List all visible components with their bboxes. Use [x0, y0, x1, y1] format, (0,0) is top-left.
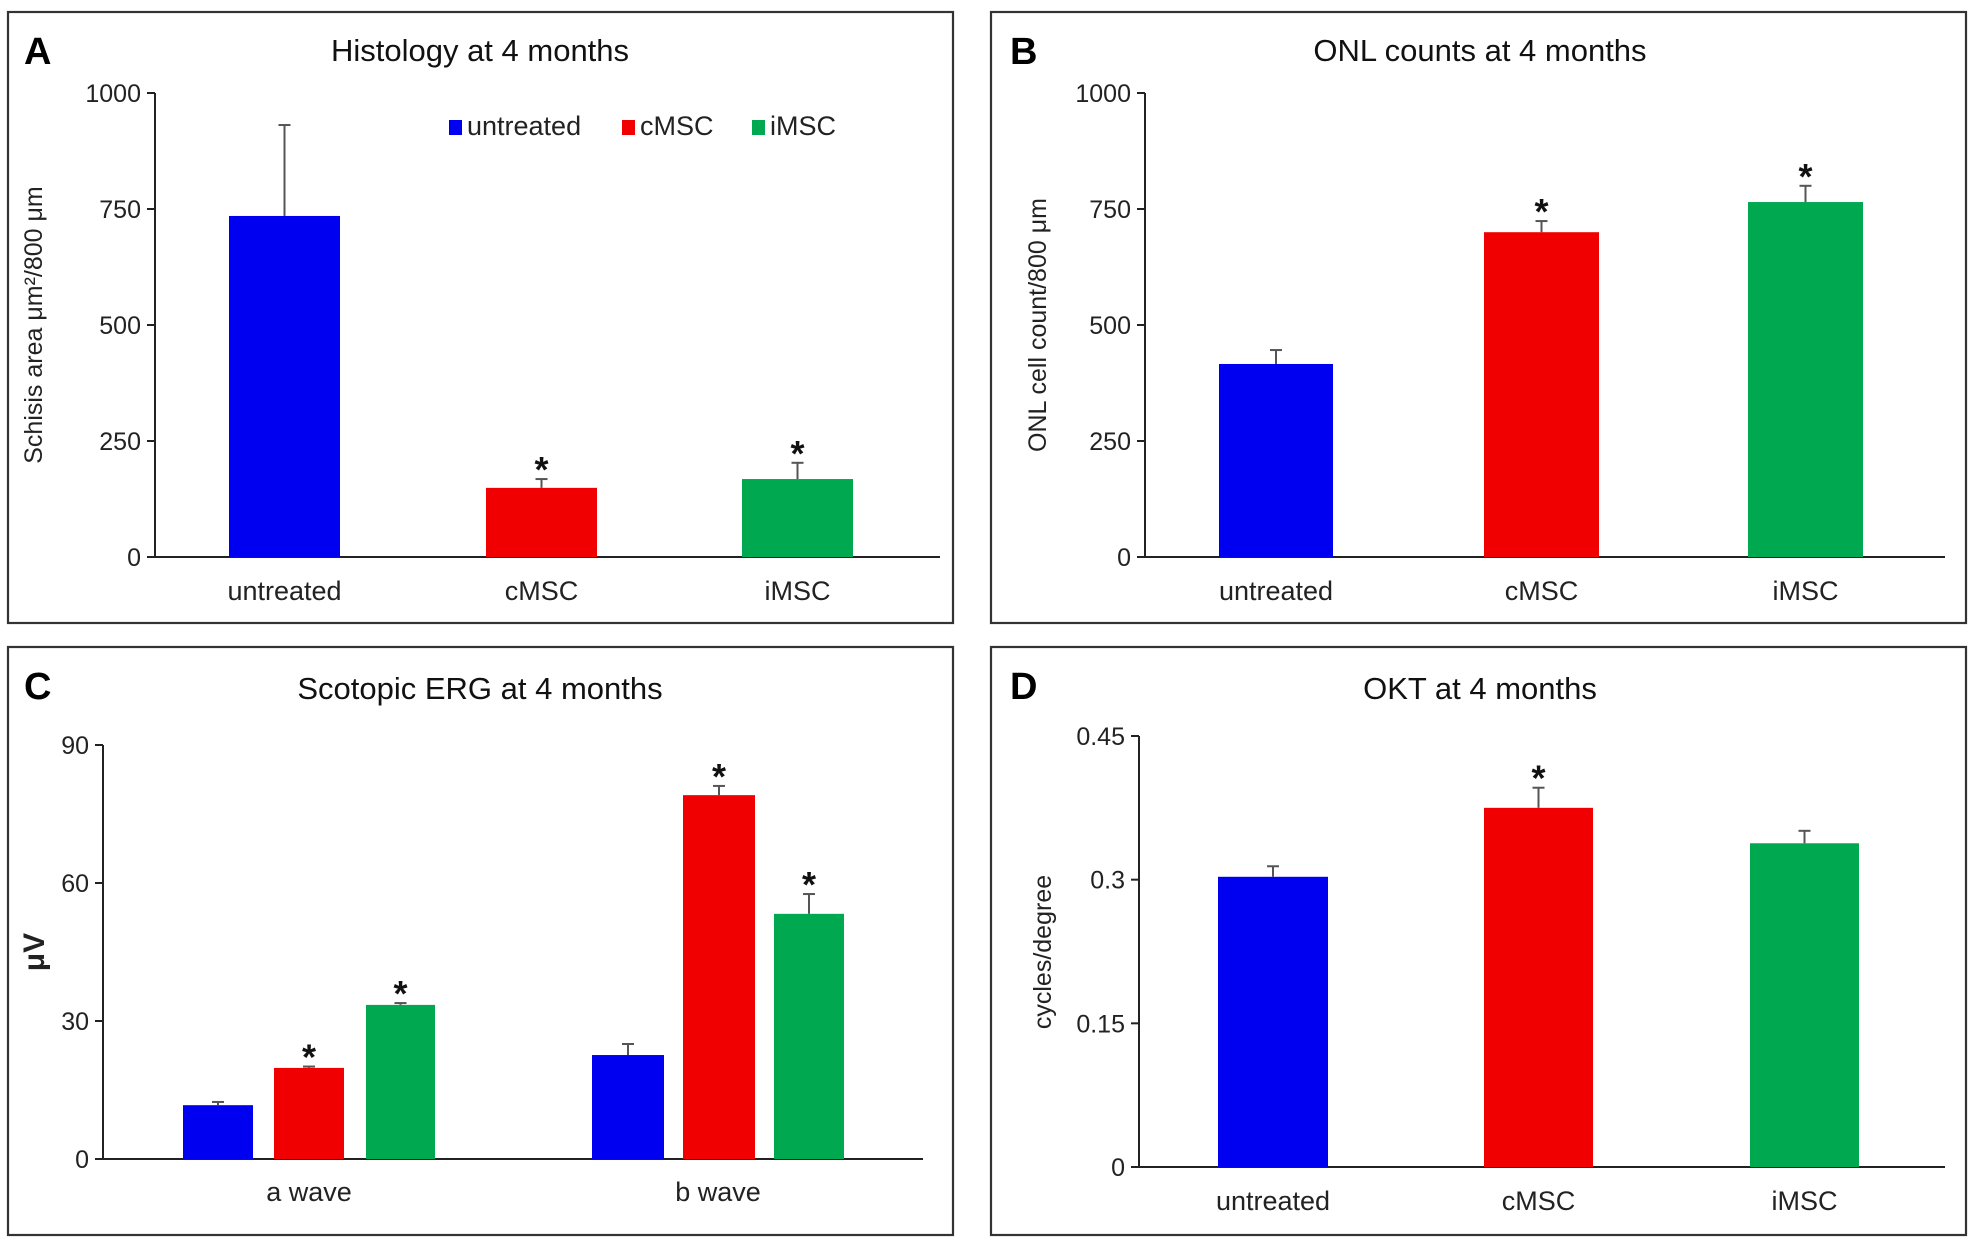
- panel-c-border: [6, 645, 955, 1237]
- significance-star-0-1: *: [302, 1037, 316, 1078]
- significance-star-1: *: [1534, 191, 1548, 232]
- panel-c-plot: 0 30 60 90 μV * * a wave * * b wave: [18, 732, 923, 1207]
- panel-a-legend: untreated cMSC iMSC: [449, 111, 836, 141]
- bar-2: [1748, 202, 1863, 558]
- x-tick-label: iMSC: [1773, 576, 1839, 606]
- x-tick-label: iMSC: [765, 576, 831, 606]
- panel-a-border: [6, 10, 955, 625]
- panel-d-border: [989, 645, 1968, 1237]
- y-tick-label: 90: [61, 732, 89, 760]
- x-tick-label: cMSC: [1505, 576, 1579, 606]
- y-tick-label: 0: [1117, 544, 1131, 572]
- x-tick-label: b wave: [675, 1177, 761, 1207]
- y-tick-label: 1000: [1075, 80, 1131, 108]
- panel-c-letter: C: [24, 666, 51, 708]
- significance-star-2: *: [1798, 156, 1812, 197]
- y-axis-label: Schisis area μm²/800 μm: [20, 186, 48, 464]
- panel-d-letter: D: [1010, 666, 1037, 708]
- y-tick-label: 0: [127, 544, 141, 572]
- bar-0: [1219, 363, 1333, 557]
- y-tick-label: 750: [99, 196, 141, 224]
- x-tick-label: untreated: [227, 576, 341, 606]
- panel-a-letter: A: [24, 31, 51, 73]
- y-tick-label: 1000: [85, 80, 141, 108]
- panel-a: A Histology at 4 months 0 250 500 750 1000 Sc…: [6, 10, 955, 625]
- bar-2: [1750, 843, 1859, 1167]
- bar-1-2: [774, 913, 844, 1159]
- legend-swatch-imsc: [752, 120, 765, 135]
- panel-b-border: [989, 10, 1968, 625]
- y-tick-label: 0.45: [1076, 723, 1125, 751]
- y-tick-label: 750: [1089, 196, 1131, 224]
- y-tick-label: 0: [75, 1146, 89, 1174]
- bar-0-0: [183, 1105, 253, 1159]
- bar-2: [742, 479, 853, 557]
- y-tick-label: 60: [61, 870, 89, 898]
- bar-1: [1484, 232, 1599, 557]
- y-axis-label: cycles/degree: [1029, 875, 1057, 1029]
- panel-b: B ONL counts at 4 months 0 250 500 750 1000 O…: [989, 10, 1968, 625]
- panel-b-letter: B: [1010, 31, 1037, 73]
- y-tick-label: 30: [61, 1008, 89, 1036]
- y-tick-label: 500: [99, 312, 141, 340]
- panel-b-title: ONL counts at 4 months: [1313, 33, 1646, 68]
- bar-0-1: [274, 1067, 344, 1159]
- y-axis-label: ONL cell count/800 μm: [1024, 198, 1052, 452]
- x-tick-label: cMSC: [505, 576, 579, 606]
- panel-c: C Scotopic ERG at 4 months 0 30 60 90 μV * * a …: [6, 645, 955, 1237]
- significance-star-1-1: *: [712, 756, 726, 797]
- x-tick-label: iMSC: [1772, 1186, 1838, 1216]
- significance-star-1: *: [534, 449, 548, 490]
- bar-1: [486, 487, 597, 557]
- y-tick-label: 0.15: [1076, 1010, 1125, 1038]
- x-tick-label: untreated: [1219, 576, 1333, 606]
- bar-1: [1484, 807, 1593, 1167]
- significance-star-1-2: *: [802, 864, 816, 905]
- bar-1-1: [683, 795, 755, 1159]
- x-tick-label: a wave: [266, 1177, 352, 1207]
- y-axis-label: μV: [18, 933, 51, 971]
- panel-d-plot: 0 0.15 0.3 0.45 cycles/degree untreated * cMSC i…: [1029, 723, 1945, 1216]
- panel-d-title: OKT at 4 months: [1363, 671, 1597, 706]
- panel-b-plot: 0 250 500 750 1000 ONL cell count/800 μm untre…: [1024, 80, 1945, 606]
- legend-label-cmsc: cMSC: [640, 111, 714, 141]
- y-tick-label: 250: [1089, 428, 1131, 456]
- bar-0: [1218, 876, 1328, 1167]
- bar-0: [229, 215, 340, 557]
- y-tick-label: 500: [1089, 312, 1131, 340]
- panel-c-title: Scotopic ERG at 4 months: [297, 671, 662, 706]
- x-tick-label: untreated: [1216, 1186, 1330, 1216]
- y-tick-label: 0: [1111, 1154, 1125, 1182]
- bar-1-0: [592, 1055, 664, 1159]
- x-tick-label: cMSC: [1502, 1186, 1576, 1216]
- legend-label-imsc: iMSC: [770, 111, 836, 141]
- significance-star-2: *: [790, 433, 804, 474]
- significance-star-1: *: [1531, 758, 1545, 799]
- legend-swatch-untreated: [449, 120, 462, 135]
- significance-star-0-2: *: [393, 973, 407, 1014]
- legend-swatch-cmsc: [622, 120, 635, 135]
- y-tick-label: 250: [99, 428, 141, 456]
- panel-a-title: Histology at 4 months: [331, 33, 629, 68]
- y-tick-label: 0.3: [1090, 867, 1125, 895]
- panel-d: D OKT at 4 months 0 0.15 0.3 0.45 cycles/deg…: [989, 645, 1968, 1237]
- panel-a-plot: 0 250 500 750 1000 Schisis area μm²/800 μm unt…: [20, 80, 940, 606]
- legend-label-untreated: untreated: [467, 111, 581, 141]
- bar-0-2: [366, 1004, 435, 1159]
